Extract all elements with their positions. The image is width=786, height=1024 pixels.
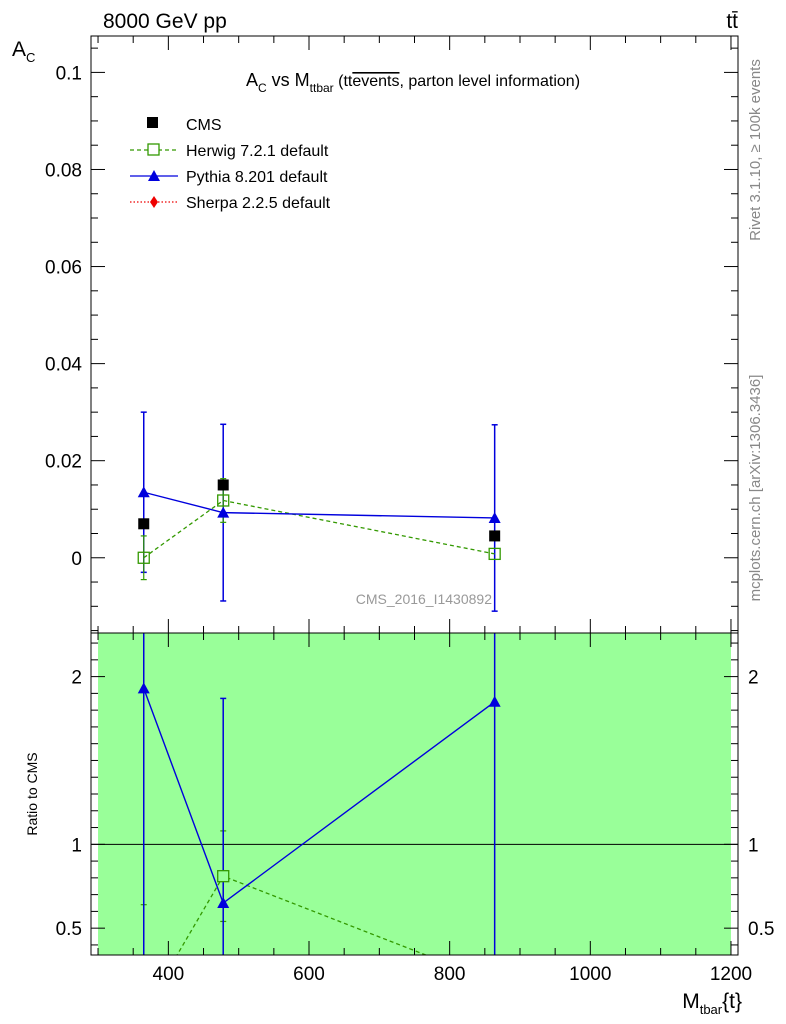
ratio-ytick-label-left: 0.5 (56, 919, 82, 940)
legend-marker-sherpa (150, 196, 158, 208)
title-vs: vs M (267, 70, 310, 90)
legend-label-cms: CMS (186, 117, 222, 134)
energy-label: 8000 GeV pp (103, 10, 227, 33)
pythia-point (488, 511, 501, 523)
main-ytick-label: 0 (71, 549, 82, 570)
ratio-xtick-label: 600 (293, 964, 325, 985)
main-plot: 00.020.040.060.080.1 AC vs Mttbar (tteve… (12, 35, 739, 634)
cms-point (138, 518, 150, 530)
pythia-line (143, 491, 495, 519)
herwig-point (488, 547, 501, 561)
ratio-ytick-label-left: 2 (71, 668, 82, 689)
ratio-xtick-label: 400 (153, 964, 185, 985)
main-ytick-label: 0.06 (45, 258, 82, 279)
herwig-point (217, 494, 230, 507)
main-marks (137, 411, 501, 612)
xlabel-sub: tbar (700, 1002, 723, 1017)
ratio-series-group (137, 633, 501, 955)
pythia-ratio-point (217, 897, 230, 909)
pythia-point (137, 486, 150, 498)
title-main-sub: C (258, 81, 267, 95)
title-main: A (246, 70, 258, 90)
main-ytick-label: 0.04 (45, 355, 82, 376)
legend-label-sherpa: Sherpa 2.2.5 default (186, 195, 331, 212)
herwig-ratio-point (217, 870, 230, 883)
ratio-xlabel: Mtbar{t} (682, 990, 742, 1017)
legend-marker-cms (147, 117, 158, 128)
process-label: tt̄ (726, 10, 738, 33)
legend-label-pythia: Pythia 8.201 default (186, 169, 328, 186)
ratio-band (98, 633, 731, 955)
main-ytick-label: 0.02 (45, 452, 82, 473)
title-overline: events (352, 73, 399, 90)
herwig-point (137, 551, 150, 564)
main-ylabel-sub: C (26, 50, 35, 65)
ratio-xtick-label: 1000 (569, 964, 611, 985)
ratio-ytick-label-right: 0.5 (748, 919, 774, 940)
herwig-line (143, 499, 495, 559)
mcplots-label: mcplots.cern.ch [arXiv:1306.3436] (747, 375, 764, 602)
cms-point (217, 479, 229, 491)
ratio-ytick-label-left: 1 (71, 835, 82, 856)
ratio-axis-ticks: 400 600 800 1000 1200 0.5 0.5 1 1 2 2 (56, 633, 774, 985)
watermark: CMS_2016_I1430892 (356, 591, 492, 607)
ratio-ytick-label-right: 2 (748, 668, 759, 689)
main-axis-ticks: 0 0.02 0.04 0.06 0.08 0.1 (45, 36, 738, 633)
main-title: AC vs Mttbar (ttevents, parton level inf… (246, 70, 580, 95)
legend-marker-pythia (148, 170, 160, 181)
pythia-ratio-point (488, 695, 501, 707)
pythia-point (217, 506, 230, 518)
pythia-ratio-point (137, 682, 150, 694)
ratio-xtick-label: 1200 (710, 964, 752, 985)
ratio-ylabel: Ratio to CMS (24, 752, 40, 835)
title-vs-sub: ttbar (310, 81, 334, 95)
ratio-marks (91, 633, 738, 955)
title-paren-open: (tt (334, 73, 353, 90)
legend-marker-herwig (147, 143, 160, 156)
title-paren-rest: , parton level information) (399, 73, 580, 90)
main-ylabel: AC (12, 38, 35, 65)
main-ytick-label: 0.08 (45, 160, 82, 181)
main-ylabel-main: A (12, 38, 26, 61)
ratio-plot: 400 600 800 1000 1200 0.5 0.5 1 1 2 2 Ratio to CMS… (24, 632, 774, 1017)
ratio-ytick-label-right: 1 (748, 835, 759, 856)
main-ytick-label: 0.1 (56, 63, 82, 84)
rivet-label: Rivet 3.1.10, ≥ 100k events (747, 59, 764, 241)
xlabel-main: M (682, 990, 700, 1013)
legend-label-herwig: Herwig 7.2.1 default (186, 143, 329, 160)
ratio-xtick-label: 800 (434, 964, 466, 985)
cms-point (489, 530, 501, 542)
legend: CMS Herwig 7.2.1 default Pythia 8.201 de… (130, 117, 331, 212)
xlabel-rest: {t} (722, 990, 742, 1013)
